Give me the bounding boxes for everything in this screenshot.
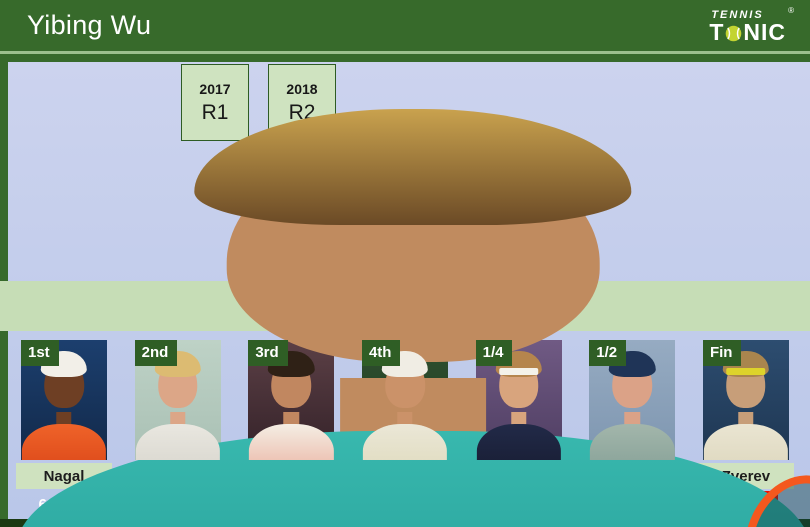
round-label: 1st [21,340,59,366]
photo-shirt [249,424,334,460]
photo-headband [613,368,653,375]
opponent-photo-wrap: 3rd [248,340,335,460]
result-year: 2017 [199,80,231,97]
opponent-photo [589,340,676,460]
page-title: Yibing Wu [27,10,152,40]
tennis-tonic-logo[interactable]: TENNIS T NIC ® [709,5,796,44]
opponent-photo [248,340,335,460]
photo-headband [44,368,84,375]
round-label: 3rd [248,340,288,366]
opponent-photo-wrap: Fin [702,340,789,460]
round-label: 1/2 [589,340,627,366]
registered-mark: ® [788,5,794,15]
photo-shirt [362,424,448,460]
photo-headband [498,368,539,376]
result-year: 2018 [286,80,318,97]
opponent-photo-wrap: 2nd [134,340,221,460]
header-divider [0,51,810,54]
logo-tennis-text: TENNIS [711,8,764,21]
result-2017: 2017 R1 [181,64,249,141]
round-label: 2nd [134,340,178,366]
photo-shirt [135,424,220,460]
opponent-photo-wrap: 1/4 [475,340,562,460]
photo-shirt [590,424,675,460]
photo-headband [272,368,312,375]
tennis-ball-icon [726,25,742,41]
opponent-photo-wrap: 1/2 [589,340,676,460]
photo-shirt [476,424,561,460]
round-label: 4th [361,340,401,366]
opponent-name: Nagal [16,463,112,489]
logo-letters-nic: NIC [743,19,786,46]
header: Yibing Wu TENNIS T NIC ® [0,0,810,51]
photo-headband [726,368,766,376]
logo-tonic-text: T NIC [709,21,786,44]
photo-shirt [21,424,107,460]
opponent-photo-wrap: 1st [21,340,107,460]
opponent-card-nagal[interactable]: 1st Nagal 6-3 6-3 [16,340,112,517]
photo-hair [194,109,632,226]
photo-shirt [703,424,789,460]
photo-headband [158,368,198,375]
photo-headband [385,368,425,375]
logo-letter-t: T [709,19,725,46]
round-label: Fin [702,340,742,366]
result-round: R1 [201,100,229,124]
round-label: 1/4 [475,340,513,366]
